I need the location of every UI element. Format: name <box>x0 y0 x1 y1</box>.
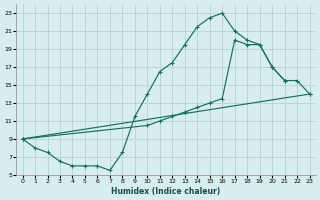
X-axis label: Humidex (Indice chaleur): Humidex (Indice chaleur) <box>111 187 221 196</box>
